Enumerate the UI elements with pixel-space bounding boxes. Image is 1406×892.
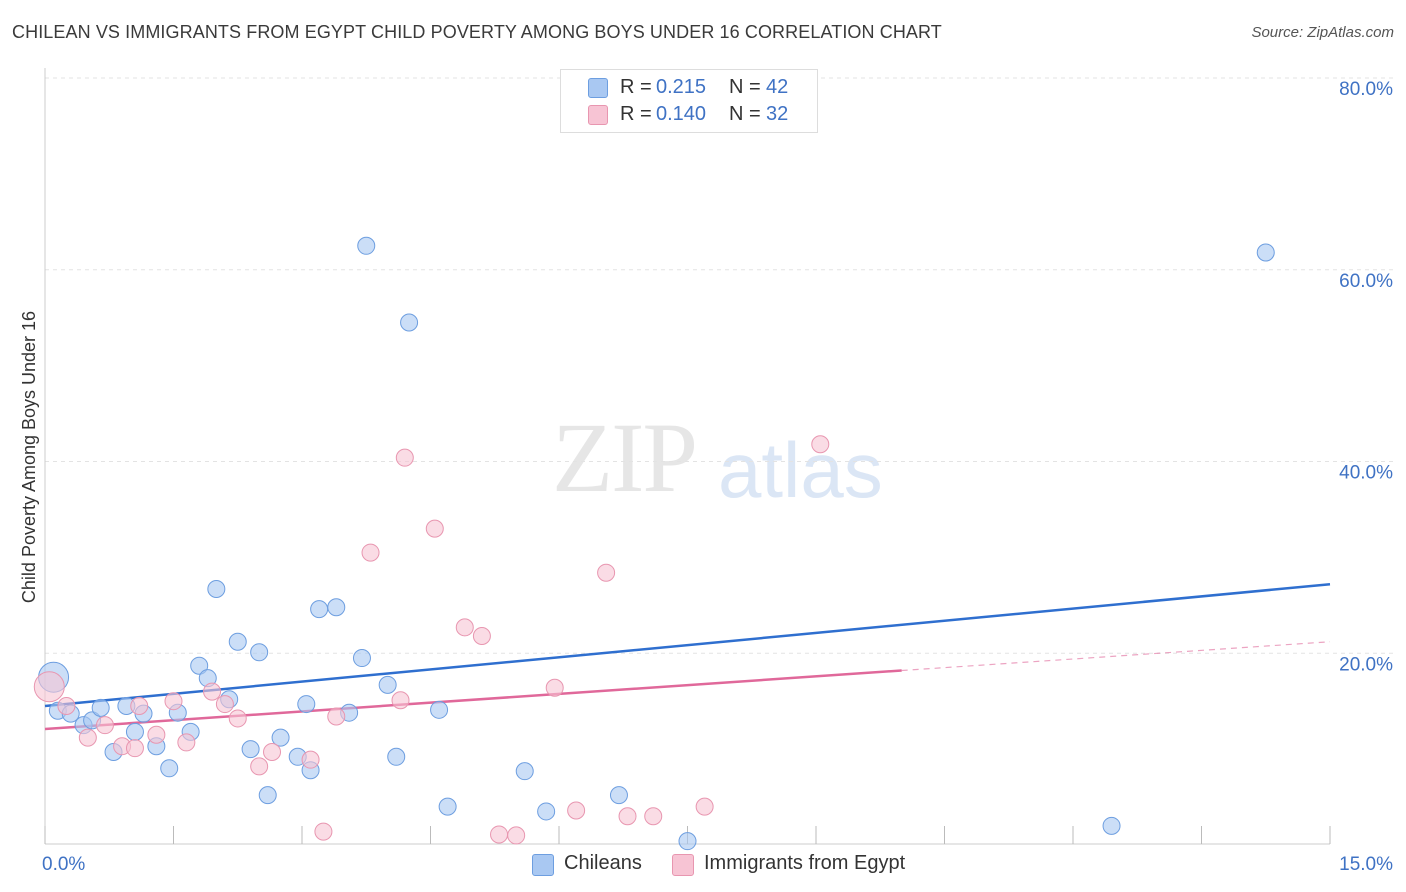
chilean-point [271, 728, 290, 747]
chilean-point [378, 675, 397, 694]
egypt-point [33, 671, 65, 703]
egypt-point [567, 801, 586, 820]
egypt-point [57, 696, 76, 715]
egypt-point [327, 707, 346, 726]
watermark-zip: ZIP [552, 402, 698, 513]
egypt-point [361, 543, 380, 562]
chilean-point [207, 580, 226, 599]
legend-n-value: 42 [766, 76, 789, 98]
egypt-point [695, 797, 714, 816]
egypt-point [644, 807, 663, 826]
chilean-point [91, 698, 110, 717]
egypt-point [425, 519, 444, 538]
legend-n-value: 32 [766, 103, 789, 125]
y-tick-label: 20.0% [1339, 654, 1393, 675]
chilean-point [537, 802, 556, 821]
chilean-point [609, 786, 628, 805]
trend-line-egypt-extension [901, 641, 1331, 672]
egypt-point [314, 822, 333, 841]
chilean-point [160, 759, 179, 778]
chilean-point [310, 600, 329, 619]
watermark-atlas: atlas [718, 426, 883, 514]
legend-swatch-egypt [672, 854, 694, 876]
series-legend: Chileans Immigrants from Egypt [0, 852, 1406, 878]
egypt-point [78, 728, 97, 747]
chilean-point [327, 598, 346, 617]
legend-n-label: N = [729, 103, 761, 125]
gridlines [45, 77, 1395, 654]
egypt-point [545, 678, 564, 697]
egypt-point [95, 716, 114, 735]
chilean-point [387, 747, 406, 766]
egypt-point [125, 739, 144, 758]
chilean-point [357, 236, 376, 255]
egypt-point [811, 435, 830, 454]
egypt-point [395, 448, 414, 467]
chilean-point [297, 695, 316, 714]
chilean-point [190, 656, 209, 675]
chilean-point [241, 740, 260, 759]
egypt-point [597, 563, 616, 582]
legend-label-chileans: Chileans [564, 852, 642, 874]
chilean-point [438, 797, 457, 816]
trend-line-chileans [44, 582, 1331, 708]
chilean-point [228, 632, 247, 651]
legend-swatch-chileans [532, 854, 554, 876]
egypt-point [490, 825, 509, 844]
egypt-point [203, 682, 222, 701]
egypt-point [215, 695, 234, 714]
egypt-point [472, 626, 491, 645]
chilean-point [400, 313, 419, 332]
chilean-point [258, 786, 277, 805]
egypt-point [177, 733, 196, 752]
egypt-point [228, 709, 247, 728]
legend-swatch-chileans [588, 78, 608, 98]
egypt-point [455, 618, 474, 637]
egypt-point [618, 807, 637, 826]
egypt-point [164, 692, 183, 711]
legend-r-label: R = [620, 76, 652, 98]
correlation-legend: R = 0.215 N = 42 R = 0.140 N = 32 [560, 69, 818, 133]
chilean-point [1102, 816, 1121, 835]
egypt-point [301, 750, 320, 769]
x-tick-label-max: 15.0% [1339, 854, 1393, 875]
egypt-point [507, 826, 526, 845]
egypt-point [147, 725, 166, 744]
trend-line-egypt [44, 669, 902, 731]
legend-label-egypt: Immigrants from Egypt [704, 852, 906, 874]
chilean-point [678, 832, 697, 851]
legend-row-chileans: R = 0.215 N = 42 [561, 74, 817, 100]
egypt-point [263, 743, 282, 762]
egypt-point [130, 696, 149, 715]
egypt-point [391, 691, 410, 710]
source-credit: Source: ZipAtlas.com [1251, 24, 1394, 41]
legend-swatch-egypt [588, 105, 608, 125]
legend-r-label: R = [620, 103, 652, 125]
y-tick-label: 80.0% [1339, 79, 1393, 100]
chilean-point [1256, 243, 1275, 262]
y-axis-label: Child Poverty Among Boys Under 16 [19, 311, 39, 603]
legend-n-label: N = [729, 76, 761, 98]
axes [44, 68, 1331, 845]
chart-title: CHILEAN VS IMMIGRANTS FROM EGYPT CHILD P… [12, 22, 942, 42]
tick-labels: 20.0% 40.0% 60.0% 80.0% 0.0% 15.0% Child Pover… [19, 79, 1393, 875]
x-tick-label-min: 0.0% [42, 854, 85, 875]
data-points [33, 236, 1275, 851]
legend-row-egypt: R = 0.140 N = 32 [561, 101, 817, 127]
y-tick-label: 40.0% [1339, 463, 1393, 484]
chilean-point [250, 643, 269, 662]
chilean-point [352, 649, 371, 668]
legend-r-value: 0.215 [656, 76, 707, 98]
chilean-point [125, 722, 144, 741]
chilean-point [430, 700, 449, 719]
trend-lines [44, 582, 1331, 731]
egypt-point [250, 757, 269, 776]
chilean-point [515, 762, 534, 781]
legend-r-value: 0.140 [656, 103, 707, 125]
y-tick-label: 60.0% [1339, 271, 1393, 292]
